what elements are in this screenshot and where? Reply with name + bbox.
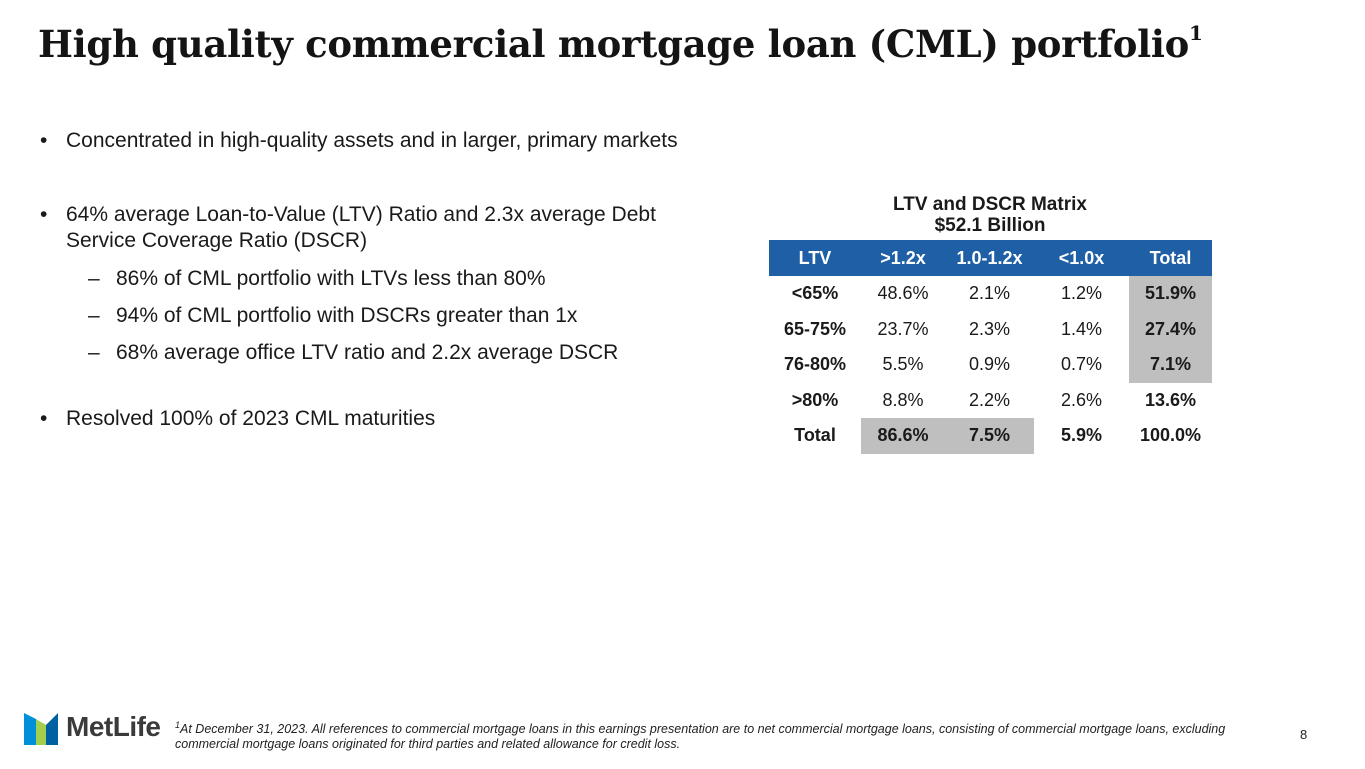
table-cell: 2.6% [1060,389,1103,410]
metlife-m-icon [24,713,58,745]
matrix-title-line2: $52.1 Billion [934,215,1046,236]
sub-bullet-marker: – [88,341,100,364]
sub-bullet-text: 68% average office LTV ratio and 2.2x av… [116,341,619,364]
bullet-item: • Resolved 100% of 2023 CML maturities [40,406,730,432]
page-number: 8 [1300,727,1308,742]
table-header-row: LTV >1.2x 1.0-1.2x <1.0x Total [769,240,1212,276]
column-total-cell: 5.9% [1060,425,1103,446]
matrix-title-line1: LTV and DSCR Matrix [893,194,1087,215]
table-total-row: Total 86.6% 7.5% 5.9% 100.0% [769,418,1212,454]
table-cell: 5.5% [882,354,924,375]
row-label: 65-75% [783,318,847,339]
sub-bullet-marker: – [88,267,100,290]
grand-total-cell: 100.0% [1139,425,1202,446]
page-title-text: High quality commercial mortgage loan (C… [38,22,1190,66]
table-cell: 2.1% [968,283,1011,304]
row-total-cell: 51.9% [1129,276,1212,312]
table-cell: 0.9% [968,354,1011,375]
bullet-item: • 64% average Loan-to-Value (LTV) Ratio a… [40,202,730,254]
table-row: 76-80% 5.5% 0.9% 0.7% 7.1% [769,347,1212,383]
row-total-cell: 27.4% [1129,311,1212,347]
row-label: 76-80% [783,354,847,375]
row-label: Total [794,425,836,446]
row-label: >80% [791,389,839,410]
column-header-dscr-1-0-to-1-2: 1.0-1.2x [945,240,1034,276]
row-label: <65% [791,283,839,304]
metlife-logo: MetLife [24,711,169,747]
table-row: 65-75% 23.7% 2.3% 1.4% 27.4% [769,311,1212,347]
bullet-marker: • [40,129,48,152]
column-header-dscr-above-1-2: >1.2x [861,240,945,276]
sub-bullet-item: –94% of CML portfolio with DSCRs greater… [40,303,730,329]
matrix-title: LTV and DSCR Matrix $52.1 Billion [840,194,1140,236]
table-row: >80% 8.8% 2.2% 2.6% 13.6% [769,383,1212,419]
sub-bullet-item: –86% of CML portfolio with LTVs less tha… [40,266,730,292]
table-cell: 1.2% [1060,283,1103,304]
bullet-text: Concentrated in high-quality assets and … [66,129,678,152]
row-total-cell: 13.6% [1144,389,1197,410]
sub-bullet-text: 86% of CML portfolio with LTVs less than… [116,267,546,290]
table-cell: 8.8% [882,389,924,410]
column-header-ltv: LTV [769,240,861,276]
column-total-cell: 86.6% [861,418,945,454]
column-header-total: Total [1129,240,1212,276]
bullet-marker: • [40,407,48,430]
bullet-item: • Concentrated in high-quality assets and… [40,128,730,154]
title-footnote-marker: 1 [1189,20,1203,45]
row-total-cell: 7.1% [1129,347,1212,383]
footnote-text: At December 31, 2023. All references to … [175,722,1226,752]
sub-bullet-marker: – [88,304,100,327]
ltv-dscr-matrix-table: LTV >1.2x 1.0-1.2x <1.0x Total <65% 48.6… [769,240,1212,454]
table-cell: 2.2% [968,389,1011,410]
sub-bullet-item: –68% average office LTV ratio and 2.2x a… [40,340,730,366]
logo-wordmark: MetLife [66,711,161,742]
table-cell: 23.7% [877,318,929,339]
sub-bullet-text: 94% of CML portfolio with DSCRs greater … [116,304,578,327]
footnote-marker: 1 [175,720,181,730]
footnote: 1At December 31, 2023. All references to… [175,718,1285,752]
table-row: <65% 48.6% 2.1% 1.2% 51.9% [769,276,1212,312]
bullet-text: Resolved 100% of 2023 CML maturities [66,407,436,430]
column-total-cell: 7.5% [945,418,1034,454]
bullet-text: 64% average Loan-to-Value (LTV) Ratio an… [66,203,656,252]
bullet-marker: • [40,203,48,226]
page-title: High quality commercial mortgage loan (C… [38,20,1203,66]
table-cell: 2.3% [968,318,1011,339]
table-cell: 1.4% [1060,318,1103,339]
table-cell: 0.7% [1060,354,1103,375]
column-header-dscr-below-1-0: <1.0x [1034,240,1129,276]
bullet-list: • Concentrated in high-quality assets and… [40,128,730,432]
table-cell: 48.6% [877,283,929,304]
